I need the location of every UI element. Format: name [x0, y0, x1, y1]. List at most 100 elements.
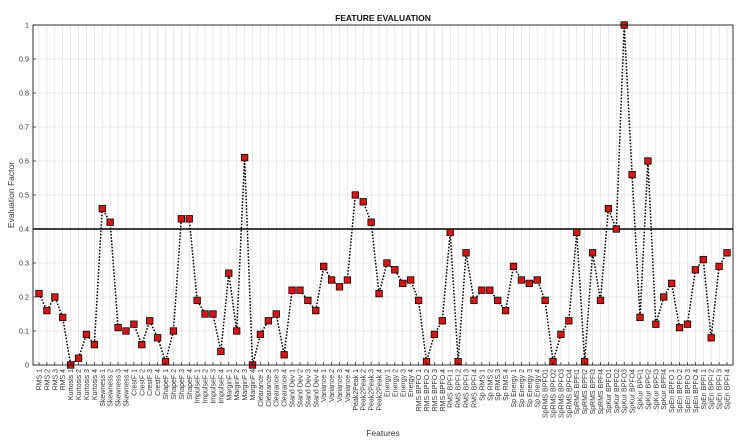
x-tick-label: Skewness 3: [116, 369, 123, 407]
x-tick-label: CrestF 1: [131, 369, 138, 396]
data-point: [383, 259, 391, 267]
x-tick-label: MarginF 2: [234, 369, 241, 401]
data-point: [462, 249, 470, 257]
x-tick-label: RMS 3: [52, 369, 59, 391]
x-tick-label: CrestF 4: [155, 369, 162, 396]
x-tick-label: Kurtosis 2: [76, 369, 83, 400]
x-tick-label: Stand Dev 2: [297, 369, 304, 408]
data-point: [82, 330, 91, 339]
data-point: [667, 279, 676, 288]
x-tick-label: RMS BPFO 2: [424, 369, 431, 412]
y-tick-label: 0.8: [19, 89, 29, 98]
x-tick-label: SpEn BPFI 1: [701, 369, 708, 410]
x-tick-label: Sp RMS 4: [503, 369, 510, 401]
data-point: [90, 340, 99, 349]
x-tick-label: RMS BPFI 1: [448, 369, 455, 408]
x-tick-label: Sp RMS 2: [487, 369, 494, 401]
data-point: [296, 286, 304, 294]
data-point: [683, 320, 692, 328]
x-tick-label: RMS BPFI 4: [471, 369, 478, 408]
data-point: [130, 320, 138, 328]
x-tick-label: RMS 1: [37, 369, 44, 391]
data-point: [652, 320, 660, 328]
data-point: [233, 327, 241, 335]
x-tick-label: Kurtosis 1: [68, 369, 75, 400]
x-tick-label: CrestF 3: [147, 369, 154, 396]
data-point: [470, 296, 478, 305]
x-tick-label: Energy 2: [392, 369, 399, 397]
data-point: [707, 334, 715, 342]
x-tick-label: Stand Dev 3: [305, 369, 312, 408]
x-tick-label: SpEn BPFO 4: [693, 369, 700, 413]
data-point: [138, 340, 146, 349]
x-axis-ticks: RMS 1 RMS 2 RMS 3 RMS 4 Kurtosis 1 Kurtosis 2…: [37, 362, 732, 418]
x-tick-label: MarginF 1: [226, 369, 233, 401]
data-point: [185, 215, 193, 223]
x-tick-label: Sp Energy 3: [527, 369, 534, 408]
x-tick-label: Peak2Peak 2: [361, 369, 368, 411]
x-tick-label: Skewness 1: [100, 369, 107, 407]
x-tick-label: Clearance 1: [258, 369, 265, 407]
x-tick-label: ImpulseF 3: [210, 369, 217, 404]
data-point: [501, 306, 510, 315]
y-tick-label: 0.7: [19, 123, 29, 132]
y-tick-label: 0.4: [19, 225, 29, 234]
data-point: [660, 293, 668, 301]
data-point: [35, 289, 43, 298]
y-tick-label: 0.2: [19, 293, 29, 302]
x-tick-label: SpKur BPFO1: [606, 369, 613, 413]
y-axis-ticks: 0 0.1 0.2 0.3 0.4 0.5 0.6 0.7 0.8 0.9 1: [19, 21, 36, 370]
data-point: [541, 296, 549, 305]
x-tick-label: ImpulseF 2: [203, 369, 210, 404]
x-tick-label: SpEn BPFI 3: [717, 369, 724, 410]
data-point: [446, 228, 454, 237]
x-tick-label: ImpulseF 4: [218, 369, 225, 404]
data-point: [256, 330, 265, 339]
data-point: [280, 351, 288, 359]
data-point: [612, 225, 620, 233]
x-tick-label: Clearance 4: [282, 369, 289, 407]
x-tick-label: Sp RMS 3: [495, 369, 502, 401]
chart-title: FEATURE EVALUATION: [335, 13, 431, 23]
x-tick-label: RMS 2: [44, 369, 51, 391]
x-tick-label: SpKur BPFI1: [638, 369, 645, 410]
data-point: [715, 262, 723, 271]
x-tick-label: Stand Dev 1: [290, 369, 297, 408]
data-point: [438, 317, 446, 325]
data-point: [146, 317, 154, 325]
data-point: [327, 276, 336, 284]
data-point: [74, 354, 83, 362]
data-point: [51, 293, 59, 301]
x-tick-label: SpKur BPFI3: [653, 369, 660, 410]
x-tick-label: Skewness 4: [123, 369, 130, 407]
x-tick-label: Energy 1: [384, 369, 391, 397]
x-tick-label: SpKur BPFO2: [614, 369, 621, 413]
data-point: [209, 310, 217, 318]
x-tick-label: ShapeF 3: [179, 369, 186, 399]
x-tick-label: ShapeF 4: [187, 369, 194, 399]
y-tick-label: 0.3: [19, 259, 29, 268]
x-tick-label: SpRMS BPFO2: [551, 369, 558, 418]
data-point: [588, 249, 597, 257]
data-point: [153, 334, 162, 342]
x-tick-label: SpEn BPFO 3: [685, 369, 692, 413]
x-tick-label: RMS BPFO 1: [416, 369, 423, 412]
data-point: [351, 191, 359, 199]
x-tick-label: RMS BPFO 3: [432, 369, 439, 412]
x-tick-label: MarginF 4: [250, 369, 257, 401]
data-point: [114, 323, 122, 332]
data-point: [106, 218, 114, 226]
data-markers: [35, 21, 731, 369]
x-tick-label: CrestF 2: [139, 369, 146, 396]
data-point: [636, 313, 644, 322]
x-tick-label: Kurtosis 4: [92, 369, 99, 400]
x-tick-label: SpRMS BPFI1: [574, 369, 581, 415]
data-point: [525, 279, 533, 288]
x-tick-label: Stand Dev 4: [313, 369, 320, 408]
x-tick-label: SpRMS BPFO1: [543, 369, 550, 418]
data-point: [169, 327, 178, 335]
data-point: [391, 266, 399, 274]
data-point: [407, 276, 415, 284]
x-tick-label: SpEn BPFO 1: [669, 369, 676, 413]
y-tick-label: 0.5: [19, 191, 29, 200]
